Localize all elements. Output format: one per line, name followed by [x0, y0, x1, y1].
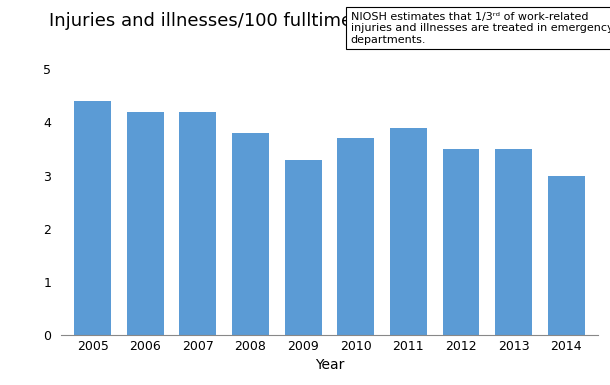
- Bar: [495, 149, 532, 335]
- Bar: [232, 133, 269, 335]
- Bar: [285, 160, 321, 335]
- Bar: [179, 112, 217, 335]
- Bar: [337, 138, 374, 335]
- Bar: [127, 112, 163, 335]
- Bar: [442, 149, 479, 335]
- X-axis label: Year: Year: [315, 358, 344, 372]
- Bar: [548, 176, 584, 335]
- Text: Injuries and illnesses/100 fulltime equivalents: Injuries and illnesses/100 fulltime equi…: [49, 12, 462, 30]
- Text: NIOSH estimates that 1/3ʳᵈ of work-related
injuries and illnesses are treated in: NIOSH estimates that 1/3ʳᵈ of work-relat…: [351, 12, 610, 45]
- Bar: [390, 128, 427, 335]
- Bar: [74, 101, 111, 335]
